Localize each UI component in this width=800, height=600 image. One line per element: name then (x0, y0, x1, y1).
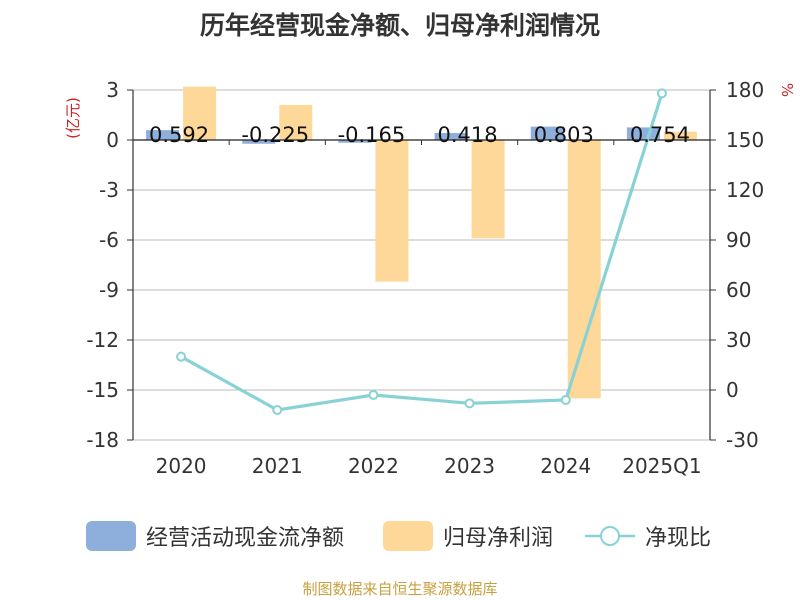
legend-label-profit: 归母净利润 (443, 526, 554, 551)
profit-bar (375, 140, 409, 282)
cash-value-label: -0.165 (338, 123, 406, 147)
profit-bar (183, 86, 217, 140)
legend-label-ratio: 净现比 (645, 526, 712, 551)
ratio-point (176, 351, 187, 362)
right-tick-label: 150 (726, 128, 764, 152)
right-tick-label: 180 (726, 78, 764, 102)
cash-value-label: 0.803 (534, 123, 594, 147)
profit-bar (567, 140, 601, 399)
legend-item-cash[interactable]: 经营活动现金流净额 (86, 514, 344, 558)
ratio-line (176, 88, 667, 415)
legend-item-ratio[interactable]: 净现比 (585, 514, 711, 558)
left-tick-label: -3 (99, 178, 119, 202)
right-tick-label: -30 (726, 428, 759, 452)
right-tick-label: 120 (726, 178, 764, 202)
x-tick-label: 2025Q1 (622, 454, 701, 478)
x-tick-label: 2024 (540, 454, 591, 478)
x-tick-label: 2023 (444, 454, 495, 478)
cash-value-label: 0.418 (438, 123, 498, 147)
left-tick-label: -12 (86, 328, 119, 352)
ratio-point (464, 398, 475, 409)
legend-item-profit[interactable]: 归母净利润 (383, 514, 553, 558)
left-tick-label: 3 (106, 78, 119, 102)
x-tick-label: 2020 (156, 454, 207, 478)
right-tick-label: 90 (726, 228, 751, 252)
cash-bar (242, 140, 276, 144)
ratio-point (368, 390, 379, 400)
legend-swatch-profit (383, 521, 433, 551)
ratio-point (656, 88, 667, 99)
legend-label-cash: 经营活动现金流净额 (146, 526, 345, 551)
source-note: 制图数据来自恒生聚源数据库 (302, 580, 498, 598)
right-tick-label: 0 (726, 378, 739, 402)
cash-bar (146, 130, 180, 140)
profit-bar (471, 140, 505, 239)
cash-value-label: 0.754 (630, 123, 690, 147)
axes: 30-3-6-9-12-15-181801501209060300-302020… (86, 78, 764, 478)
bars (146, 86, 697, 399)
profit-bar (663, 131, 697, 140)
chart-title: 历年经营现金净额、归母净利润情况 (199, 11, 600, 40)
profit-bar (279, 105, 313, 140)
ratio-point (560, 395, 571, 405)
right-axis-unit: % (778, 83, 796, 97)
cash-value-label: 0.592 (149, 123, 209, 147)
ratio-series-line (180, 92, 664, 412)
left-tick-label: -18 (86, 428, 119, 452)
legend: 经营活动现金流净额 归母净利润 净现比 (0, 514, 800, 558)
left-tick-label: 0 (106, 128, 119, 152)
left-tick-label: -15 (86, 378, 119, 402)
cash-bar (434, 133, 468, 140)
left-tick-label: -9 (99, 278, 119, 302)
ratio-point (272, 405, 283, 415)
cash-value-label: -0.225 (241, 123, 309, 147)
cash-bar (530, 126, 564, 140)
right-tick-label: 60 (726, 278, 751, 302)
right-tick-label: 30 (726, 328, 751, 352)
data-labels: 0.592 -0.225 -0.165 0.418 0.803 0.754 (149, 123, 690, 147)
x-tick-label: 2021 (252, 454, 303, 478)
cash-bar (338, 140, 372, 143)
x-tick-label: 2022 (348, 454, 399, 478)
legend-line-marker-icon (585, 526, 635, 546)
legend-swatch-cash (86, 521, 136, 551)
left-axis-unit: (亿元) (64, 97, 82, 139)
left-tick-label: -6 (99, 228, 119, 252)
